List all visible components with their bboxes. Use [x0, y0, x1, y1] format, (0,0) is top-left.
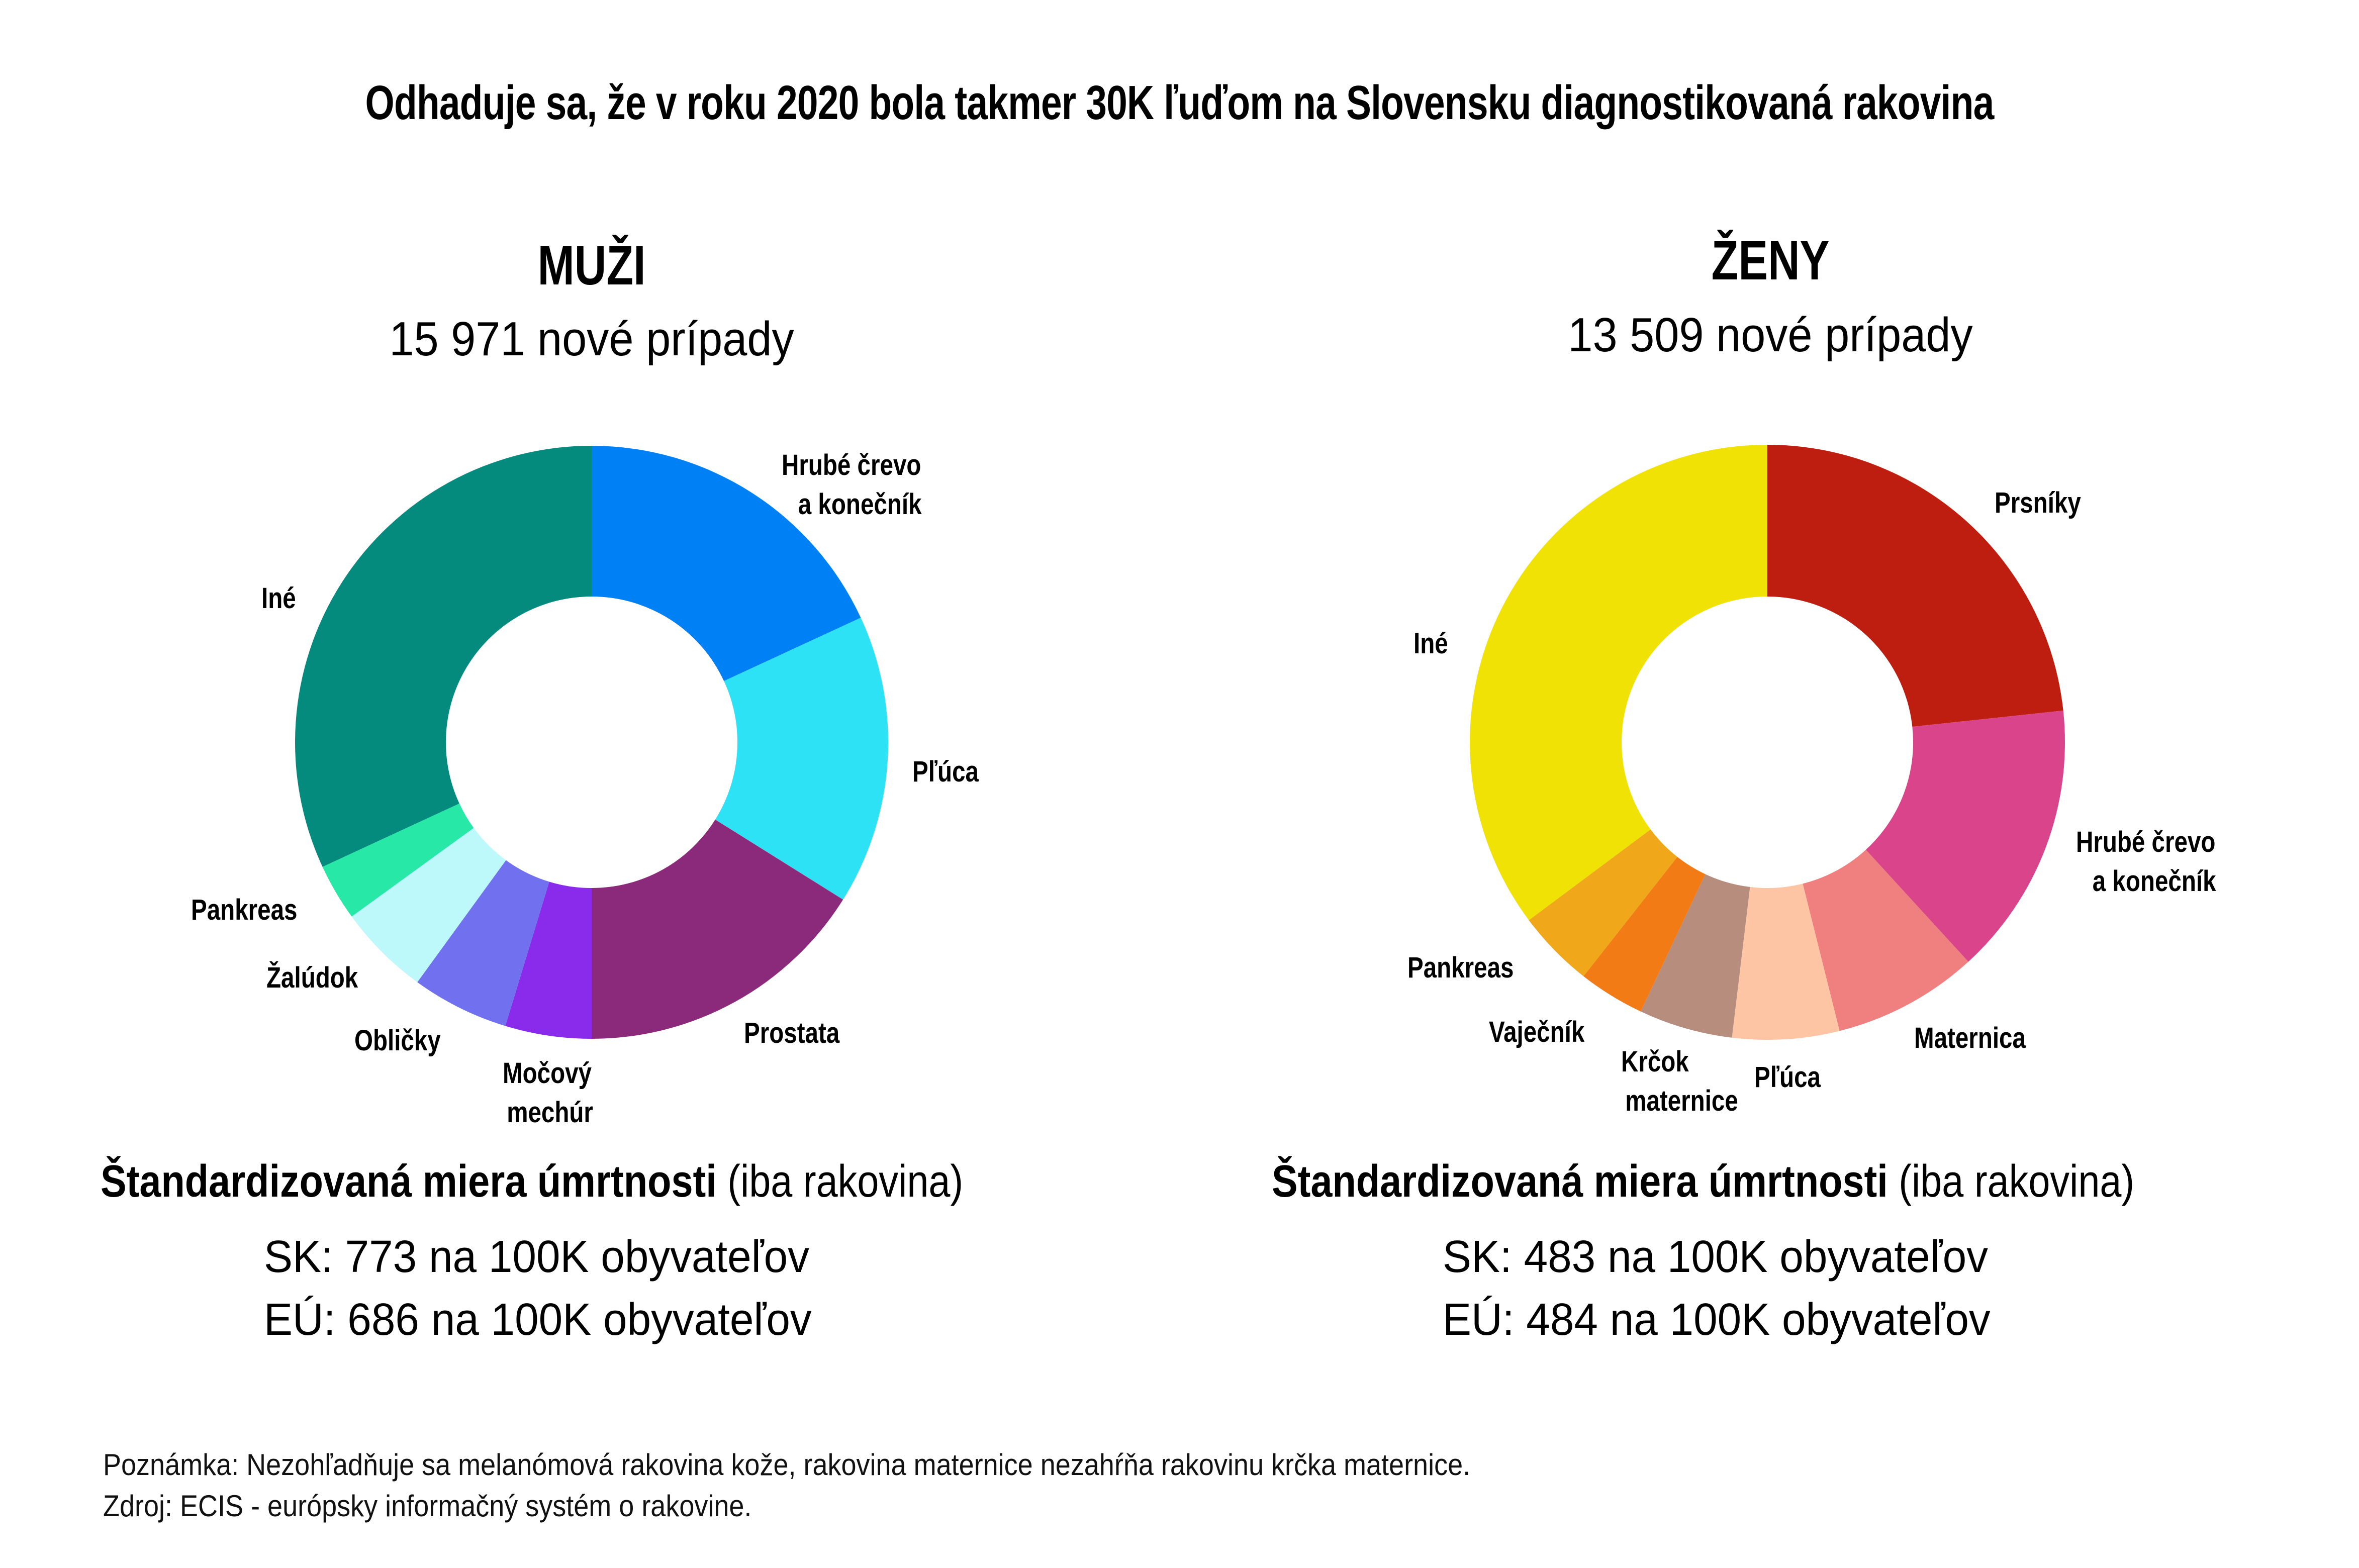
donut-slice-hrub-revo-a-kone-n-k [592, 446, 861, 681]
donut-slice-maternica [1803, 849, 1968, 1031]
donut-slice-hrub-revo-a-kone-n-k [1865, 710, 2065, 962]
slice-label: Vaječník [1489, 1016, 1585, 1049]
donut-slice-p-ca [715, 618, 888, 900]
footnote-source: Zdroj: ECIS - európsky informačný systém… [103, 1489, 752, 1523]
donut-slice-pankreas [322, 803, 474, 917]
donut-slice-vaje-n-k [1583, 857, 1706, 1012]
slice-label: Iné [1413, 628, 1448, 660]
women-eu-rate: EÚ: 484 na 100K obyvateľov [1443, 1295, 1991, 1345]
slice-label: Prostata [744, 1017, 840, 1050]
slice-label: Obličky [354, 1025, 441, 1057]
slice-label: Hrubé črevo a konečník [782, 449, 922, 521]
donut-slice-obli-ky [417, 860, 549, 1026]
slice-label: Pankreas [1407, 952, 1514, 985]
donut-slice-prostata [592, 819, 843, 1039]
slice-label: Iné [261, 582, 296, 615]
women-mortality-heading-note: (iba rakovina) [1888, 1156, 2135, 1207]
slice-label: Hrubé črevo a konečník [2076, 826, 2216, 898]
donut-slice-p-ca [1732, 884, 1840, 1040]
donut-slice-in- [1470, 445, 1767, 920]
chart-title: Odhaduje sa, že v roku 2020 bola takmer … [365, 76, 1995, 130]
donut-slice-kr-ok-maternice [1640, 874, 1750, 1038]
donut-slice-prsn-ky [1767, 445, 2063, 727]
slice-label: Maternica [1914, 1022, 2026, 1055]
women-mortality-heading: Štandardizovaná miera úmrtnosti (iba rak… [1272, 1156, 2134, 1208]
slice-label: Pľúca [912, 756, 979, 789]
slice-label: Prsníky [1995, 487, 2081, 520]
donut-slice-mo-ov-mech-r [505, 881, 592, 1039]
donut-slice-in- [295, 446, 592, 867]
men-heading: MUŽI [537, 235, 646, 297]
men-mortality-heading-note: (iba rakovina) [716, 1156, 964, 1207]
men-new-cases: 15 971 nové prípady [389, 312, 794, 366]
slice-label: Pľúca [1754, 1061, 1821, 1094]
slice-label: Krčok maternice [1621, 1046, 1738, 1118]
footnote-note: Poznámka: Nezohľadňuje sa melanómová rak… [103, 1448, 1471, 1482]
men-eu-rate: EÚ: 686 na 100K obyvateľov [264, 1295, 812, 1345]
slice-label: Močový mechúr [503, 1057, 593, 1129]
slice-label: Žalúdok [266, 960, 358, 994]
men-sk-rate: SK: 773 na 100K obyvateľov [264, 1232, 809, 1282]
donut-slice-pankreas [1529, 829, 1677, 976]
women-heading: ŽENY [1711, 230, 1830, 291]
slice-label: Pankreas [191, 894, 297, 927]
donut-slice--al-dok [351, 828, 506, 983]
women-mortality-heading-bold: Štandardizovaná miera úmrtnosti [1272, 1156, 1888, 1207]
men-mortality-heading-bold: Štandardizovaná miera úmrtnosti [101, 1156, 717, 1207]
women-new-cases: 13 509 nové prípady [1568, 308, 1973, 362]
women-sk-rate: SK: 483 na 100K obyvateľov [1443, 1232, 1988, 1282]
men-mortality-heading: Štandardizovaná miera úmrtnosti (iba rak… [101, 1156, 963, 1208]
